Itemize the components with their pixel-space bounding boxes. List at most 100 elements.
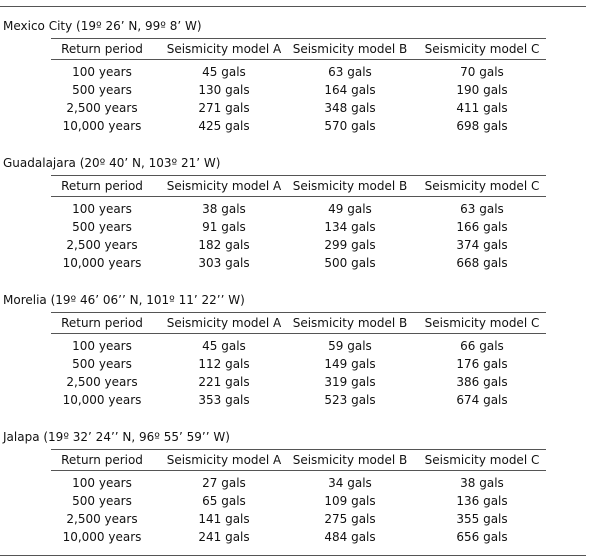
column-header: Seismicity model C: [424, 42, 540, 56]
acceleration-cell: 134 gals: [324, 220, 376, 234]
acceleration-cell: 70 gals: [460, 65, 504, 79]
acceleration-cell: 136 gals: [456, 494, 508, 508]
acceleration-cell: 374 gals: [456, 238, 508, 252]
acceleration-cell: 241 gals: [198, 530, 250, 544]
table-row: 2,500 years 271 gals 348 gals 411 gals: [51, 100, 546, 116]
acceleration-cell: 386 gals: [456, 375, 508, 389]
acceleration-cell: 176 gals: [456, 357, 508, 371]
return-period-cell: 500 years: [72, 494, 132, 508]
acceleration-cell: 353 gals: [198, 393, 250, 407]
column-header: Seismicity model A: [166, 316, 282, 330]
acceleration-cell: 275 gals: [324, 512, 376, 526]
return-period-cell: 100 years: [72, 476, 132, 490]
column-header: Seismicity model B: [292, 42, 408, 56]
acceleration-cell: 63 gals: [328, 65, 372, 79]
column-header: Seismicity model B: [292, 453, 408, 467]
table-row: 500 years 91 gals 134 gals 166 gals: [51, 219, 546, 235]
acceleration-cell: 319 gals: [324, 375, 376, 389]
return-period-cell: 2,500 years: [66, 375, 138, 389]
table-row: 10,000 years 353 gals 523 gals 674 gals: [51, 392, 546, 408]
return-period-cell: 500 years: [72, 357, 132, 371]
column-header: Seismicity model A: [166, 42, 282, 56]
column-header: Seismicity model A: [166, 179, 282, 193]
acceleration-cell: 38 gals: [460, 476, 504, 490]
table-row: 500 years 65 gals 109 gals 136 gals: [51, 493, 546, 509]
acceleration-cell: 38 gals: [202, 202, 246, 216]
table-row: 100 years 38 gals 49 gals 63 gals: [51, 201, 546, 217]
acceleration-cell: 299 gals: [324, 238, 376, 252]
acceleration-cell: 65 gals: [202, 494, 246, 508]
acceleration-cell: 484 gals: [324, 530, 376, 544]
location-title: Morelia (19º 46’ 06’’ N, 101º 11’ 22’’ W…: [3, 293, 245, 307]
acceleration-cell: 500 gals: [324, 256, 376, 270]
column-header-row: Return period Seismicity model A Seismicit…: [51, 41, 546, 57]
header-top-rule: [51, 312, 546, 313]
header-bottom-rule: [51, 59, 546, 60]
acceleration-cell: 91 gals: [202, 220, 246, 234]
header-bottom-rule: [51, 196, 546, 197]
acceleration-cell: 34 gals: [328, 476, 372, 490]
acceleration-cell: 668 gals: [456, 256, 508, 270]
acceleration-cell: 190 gals: [456, 83, 508, 97]
header-top-rule: [51, 449, 546, 450]
column-header: Seismicity model A: [166, 453, 282, 467]
return-period-cell: 2,500 years: [66, 101, 138, 115]
table-row: 500 years 112 gals 149 gals 176 gals: [51, 356, 546, 372]
acceleration-cell: 27 gals: [202, 476, 246, 490]
acceleration-cell: 59 gals: [328, 339, 372, 353]
column-header: Return period: [61, 42, 143, 56]
table-bottom-rule: [0, 555, 586, 556]
table-row: 500 years 130 gals 164 gals 190 gals: [51, 82, 546, 98]
acceleration-cell: 66 gals: [460, 339, 504, 353]
acceleration-cell: 698 gals: [456, 119, 508, 133]
table-row: 2,500 years 141 gals 275 gals 355 gals: [51, 511, 546, 527]
location-section: Mexico City (19º 26’ N, 99º 8’ W) Return …: [0, 7, 589, 137]
column-header: Seismicity model B: [292, 179, 408, 193]
acceleration-cell: 303 gals: [198, 256, 250, 270]
acceleration-cell: 656 gals: [456, 530, 508, 544]
column-header-row: Return period Seismicity model A Seismicit…: [51, 178, 546, 194]
column-header: Seismicity model C: [424, 316, 540, 330]
acceleration-cell: 674 gals: [456, 393, 508, 407]
return-period-cell: 500 years: [72, 83, 132, 97]
header-bottom-rule: [51, 470, 546, 471]
location-title: Guadalajara (20º 40’ N, 103º 21’ W): [3, 156, 221, 170]
column-header-row: Return period Seismicity model A Seismicit…: [51, 315, 546, 331]
return-period-cell: 500 years: [72, 220, 132, 234]
location-title: Jalapa (19º 32’ 24’’ N, 96º 55’ 59’’ W): [3, 430, 230, 444]
acceleration-cell: 411 gals: [456, 101, 508, 115]
acceleration-cell: 166 gals: [456, 220, 508, 234]
location-section: Jalapa (19º 32’ 24’’ N, 96º 55’ 59’’ W) R…: [0, 418, 589, 548]
acceleration-cell: 109 gals: [324, 494, 376, 508]
column-header: Seismicity model C: [424, 179, 540, 193]
return-period-cell: 100 years: [72, 65, 132, 79]
acceleration-cell: 355 gals: [456, 512, 508, 526]
acceleration-cell: 149 gals: [324, 357, 376, 371]
column-header: Return period: [61, 316, 143, 330]
acceleration-cell: 523 gals: [324, 393, 376, 407]
acceleration-cell: 570 gals: [324, 119, 376, 133]
table-row: 100 years 45 gals 63 gals 70 gals: [51, 64, 546, 80]
acceleration-cell: 63 gals: [460, 202, 504, 216]
table-row: 2,500 years 221 gals 319 gals 386 gals: [51, 374, 546, 390]
table-top-rule: [0, 6, 586, 7]
column-header: Seismicity model C: [424, 453, 540, 467]
acceleration-cell: 130 gals: [198, 83, 250, 97]
table-row: 10,000 years 241 gals 484 gals 656 gals: [51, 529, 546, 545]
return-period-cell: 10,000 years: [62, 530, 142, 544]
acceleration-cell: 221 gals: [198, 375, 250, 389]
return-period-cell: 10,000 years: [62, 256, 142, 270]
table-row: 100 years 27 gals 34 gals 38 gals: [51, 475, 546, 491]
acceleration-cell: 45 gals: [202, 339, 246, 353]
acceleration-cell: 348 gals: [324, 101, 376, 115]
location-title: Mexico City (19º 26’ N, 99º 8’ W): [3, 19, 202, 33]
acceleration-cell: 45 gals: [202, 65, 246, 79]
location-section: Morelia (19º 46’ 06’’ N, 101º 11’ 22’’ W…: [0, 281, 589, 411]
acceleration-cell: 49 gals: [328, 202, 372, 216]
column-header-row: Return period Seismicity model A Seismicit…: [51, 452, 546, 468]
header-top-rule: [51, 38, 546, 39]
table-row: 2,500 years 182 gals 299 gals 374 gals: [51, 237, 546, 253]
column-header: Seismicity model B: [292, 316, 408, 330]
acceleration-cell: 112 gals: [198, 357, 250, 371]
header-bottom-rule: [51, 333, 546, 334]
